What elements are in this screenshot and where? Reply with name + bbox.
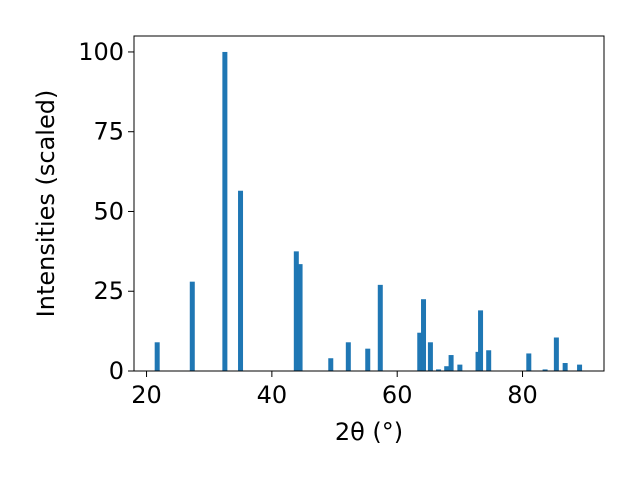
- bar: [345, 342, 351, 371]
- x-tick-label: 40: [257, 381, 288, 409]
- x-tick-label: 20: [131, 381, 162, 409]
- bar: [421, 299, 427, 371]
- bar: [377, 284, 383, 371]
- bar: [542, 369, 548, 371]
- x-axis: 20 40 60 80: [131, 371, 538, 409]
- bar: [297, 264, 303, 371]
- bars-group: [154, 51, 583, 371]
- y-tick-label: 100: [78, 38, 124, 66]
- bar: [238, 190, 244, 371]
- bar: [222, 51, 228, 371]
- x-tick-label: 60: [382, 381, 413, 409]
- bar: [577, 364, 583, 371]
- bar: [328, 358, 334, 371]
- x-axis-label: 2θ (°): [335, 418, 403, 446]
- bar: [436, 369, 442, 371]
- bar: [457, 364, 463, 371]
- y-tick-label: 0: [109, 357, 124, 385]
- y-tick-label: 75: [93, 118, 124, 146]
- bar: [448, 355, 454, 371]
- bar: [365, 348, 371, 371]
- bar: [526, 353, 532, 371]
- bar: [293, 251, 299, 371]
- y-axis-label: Intensities (scaled): [32, 90, 60, 318]
- y-tick-label: 50: [93, 197, 124, 225]
- bar: [486, 350, 492, 371]
- bar: [427, 342, 433, 371]
- bar: [475, 351, 481, 371]
- y-tick-label: 25: [93, 277, 124, 305]
- plot-frame: [133, 35, 605, 372]
- x-tick-label: 80: [507, 381, 538, 409]
- bar: [553, 337, 559, 371]
- bar: [154, 342, 160, 371]
- bar: [189, 281, 195, 371]
- bar: [417, 332, 423, 371]
- y-axis: 0 25 50 75 100: [78, 38, 134, 385]
- bar: [478, 310, 484, 371]
- bar: [444, 366, 450, 371]
- bar: [562, 363, 568, 371]
